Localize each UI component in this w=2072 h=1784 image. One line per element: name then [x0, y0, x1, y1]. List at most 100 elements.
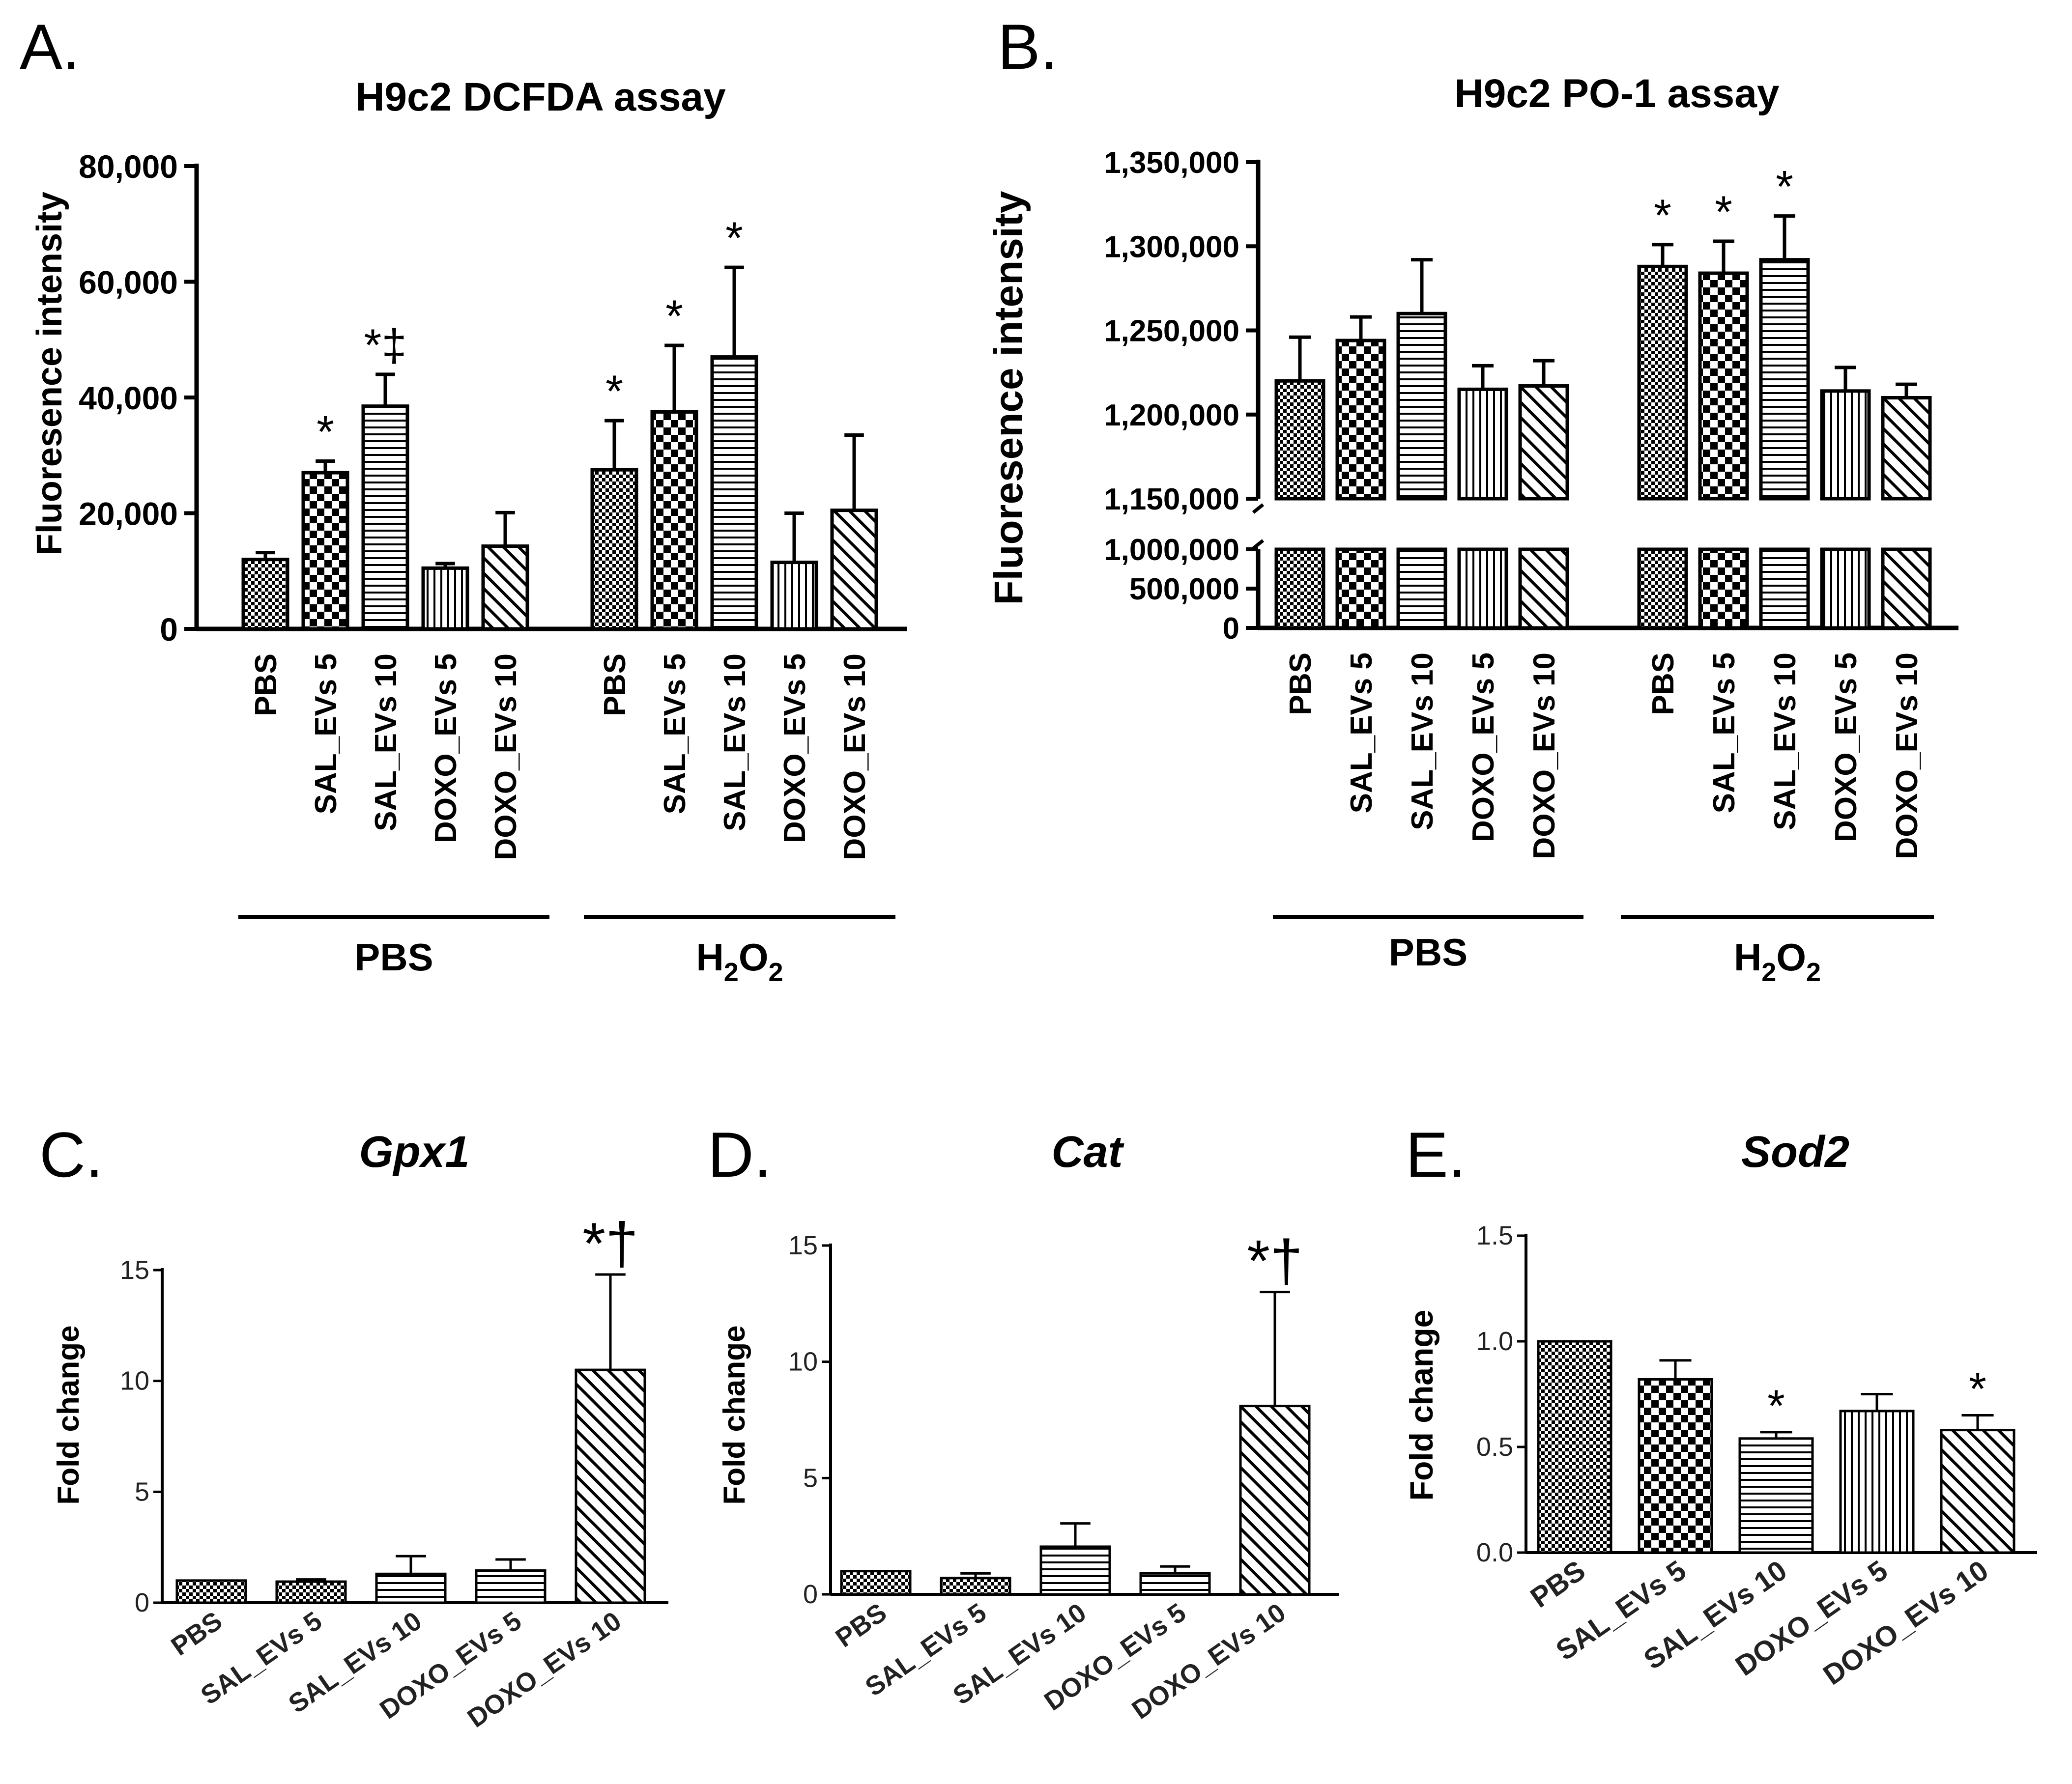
- panel-c-bar: [375, 1572, 447, 1604]
- significance-marker: *†: [582, 1211, 638, 1276]
- y-tick-label: 0: [135, 1588, 149, 1617]
- y-tick-label: 5: [803, 1463, 818, 1493]
- y-tick-label: 80,000: [79, 148, 178, 185]
- y-tick-label: 10: [788, 1347, 818, 1377]
- panel-e-bar: [1839, 1410, 1915, 1554]
- panel-a-chart: A. H9c2 DCFDA assay Fluoresence intensit…: [20, 11, 907, 987]
- y-tick-label: 0: [160, 611, 178, 648]
- panel-b-chart: B. H9c2 PO-1 assay Fluoresence intensity…: [986, 11, 1958, 987]
- significance-marker: *: [1776, 162, 1793, 212]
- significance-marker: *: [1767, 1381, 1785, 1431]
- x-tick-label: PBS: [1284, 652, 1318, 715]
- panel-b-y-axis-label: Fluoresence intensity: [986, 191, 1031, 605]
- group-label-part: 2: [1806, 958, 1821, 987]
- group-label-part: 2: [769, 958, 783, 987]
- panel-c-bar: [175, 1579, 247, 1604]
- bar-upper-segment: [1881, 396, 1932, 501]
- bar-upper-segment: [1637, 264, 1688, 501]
- y-tick-label: 1,000,000: [1104, 533, 1239, 567]
- bar-lower-segment: [1820, 547, 1871, 630]
- x-tick-label: SAL_EVs 5: [309, 653, 343, 814]
- panel-e-y-axis-label: Fold change: [1403, 1310, 1439, 1501]
- panel-a-bar: [241, 558, 289, 631]
- bar-upper-segment: [1274, 379, 1325, 501]
- significance-marker: *: [725, 213, 743, 263]
- y-tick-label: 1,200,000: [1104, 398, 1239, 432]
- x-tick-label: DOXO_EVs 10: [1527, 652, 1561, 859]
- group-label-h2o2: H2O2: [1734, 935, 1821, 987]
- bar-lower-segment: [1759, 547, 1810, 630]
- significance-marker: *: [1715, 187, 1732, 237]
- panel-e-bar: [1638, 1378, 1713, 1554]
- panel-c-bar: [475, 1569, 547, 1604]
- panel-a-bar: [650, 410, 698, 631]
- significance-marker: *: [1969, 1364, 1986, 1415]
- y-tick-label: 0.5: [1476, 1432, 1513, 1462]
- bar-lower-segment: [1396, 547, 1447, 630]
- panel-e-bar: [1738, 1437, 1814, 1554]
- x-tick-label: SAL_EVs 10: [1768, 652, 1802, 830]
- panel-b-title: H9c2 PO-1 assay: [1454, 71, 1779, 116]
- bar-upper-segment: [1698, 271, 1749, 501]
- panel-d-bar: [1239, 1405, 1311, 1596]
- y-tick-label: 15: [788, 1231, 818, 1260]
- panel-d-bar: [1139, 1572, 1211, 1596]
- panel-a-label: A.: [20, 11, 80, 83]
- bar-upper-segment: [1457, 387, 1508, 501]
- panel-b-label: B.: [998, 11, 1058, 83]
- significance-marker: *: [1654, 191, 1671, 241]
- panel-d-label: D.: [708, 1119, 772, 1190]
- significance-marker: *: [317, 407, 334, 457]
- panel-a-y-axis-label: Fluoresence intensity: [30, 192, 69, 555]
- panel-a-bar: [770, 561, 818, 631]
- x-tick-label: DOXO_EVs 5: [778, 653, 812, 843]
- significance-marker: *: [605, 367, 623, 417]
- y-tick-label: 10: [120, 1366, 149, 1396]
- x-tick-label: DOXO_EVs 5: [1829, 652, 1863, 842]
- group-label: PBS: [354, 935, 433, 979]
- panel-d-title: Cat: [1051, 1128, 1124, 1177]
- group-label-part: O: [739, 935, 769, 979]
- panel-e-bar: [1537, 1340, 1612, 1554]
- panel-d-bar: [840, 1570, 912, 1596]
- axis-break-mark: [1252, 539, 1265, 550]
- panel-a-bar: [590, 468, 638, 631]
- x-tick-label: DOXO_EVs 10: [838, 653, 872, 860]
- panel-a-bar: [421, 566, 469, 631]
- panel-a-bar: [710, 355, 758, 631]
- panel-d-y-axis-label: Fold change: [718, 1325, 751, 1504]
- panel-a-bar: [481, 544, 529, 631]
- bar-upper-segment: [1820, 389, 1871, 501]
- bar-upper-segment: [1759, 258, 1810, 501]
- x-tick-label: DOXO_EVs 10: [1890, 652, 1924, 859]
- bar-lower-segment: [1698, 547, 1749, 630]
- bar-upper-segment: [1396, 311, 1447, 501]
- x-tick-label: SAL_EVs 5: [1707, 652, 1741, 813]
- group-label: PBS: [1389, 931, 1468, 974]
- y-tick-label: 1,350,000: [1104, 146, 1239, 180]
- y-tick-label: 1,300,000: [1104, 230, 1239, 264]
- panel-a-bar: [361, 404, 409, 631]
- panel-c-title: Gpx1: [359, 1128, 469, 1177]
- bar-upper-segment: [1518, 384, 1569, 501]
- y-tick-label: 0: [1223, 612, 1239, 646]
- y-tick-label: 1.5: [1476, 1221, 1513, 1250]
- panel-c-y-axis-label: Fold change: [52, 1325, 86, 1504]
- x-tick-label: PBS: [1525, 1554, 1591, 1614]
- y-tick-label: 500,000: [1129, 572, 1239, 606]
- significance-marker: *‡: [364, 320, 407, 370]
- significance-marker: *: [665, 291, 683, 341]
- bar-upper-segment: [1335, 339, 1386, 501]
- x-tick-label: DOXO_EVs 10: [1817, 1554, 1994, 1691]
- bar-lower-segment: [1881, 547, 1932, 630]
- y-tick-label: 1,250,000: [1104, 314, 1239, 348]
- panel-c-bar: [575, 1368, 646, 1604]
- y-tick-label: 0.0: [1476, 1538, 1513, 1567]
- x-tick-label: SAL_EVs 5: [1345, 652, 1379, 813]
- panel-e-chart: E. Sod2 Fold change 0.00.51.01.5PBSSAL_E…: [1403, 1119, 2037, 1691]
- panel-d-bar: [1039, 1545, 1111, 1596]
- y-tick-label: 1.0: [1476, 1327, 1513, 1356]
- bar-lower-segment: [1457, 547, 1508, 630]
